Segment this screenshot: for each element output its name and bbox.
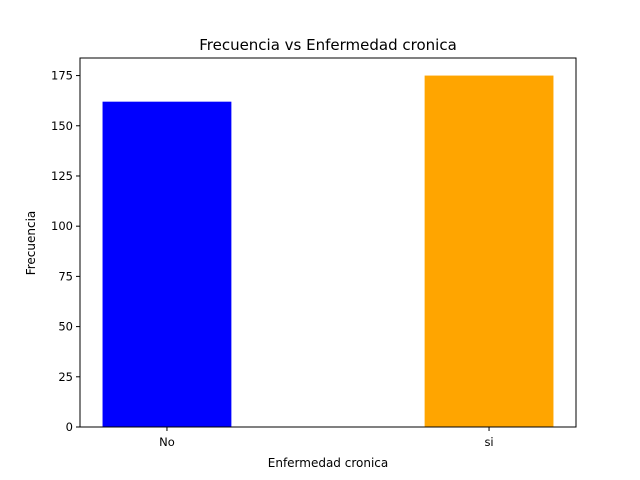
- y-tick-label: 100: [51, 219, 73, 233]
- bar-no: [102, 101, 232, 427]
- y-tick-label: 50: [58, 320, 73, 334]
- y-tick-label: 25: [58, 370, 73, 384]
- y-tick-label: 175: [51, 69, 73, 83]
- chart-title: Frecuencia vs Enfermedad cronica: [199, 36, 457, 54]
- bar-si: [424, 75, 554, 428]
- plot-frame: [79, 57, 577, 428]
- y-axis-label: Frecuencia: [24, 211, 38, 276]
- bars-layer: [102, 75, 554, 428]
- y-tick-label: 0: [66, 420, 73, 434]
- x-tick-label: No: [159, 435, 175, 449]
- y-tick-label: 125: [51, 169, 73, 183]
- x-axis-ticks: No si: [159, 427, 494, 449]
- y-tick-label: 150: [51, 119, 73, 133]
- x-axis-label: Enfermedad cronica: [268, 456, 389, 470]
- y-axis-ticks: 0 25 50 75 100 125 150 175: [51, 69, 80, 434]
- x-tick-label: si: [484, 435, 493, 449]
- y-tick-label: 75: [58, 269, 73, 283]
